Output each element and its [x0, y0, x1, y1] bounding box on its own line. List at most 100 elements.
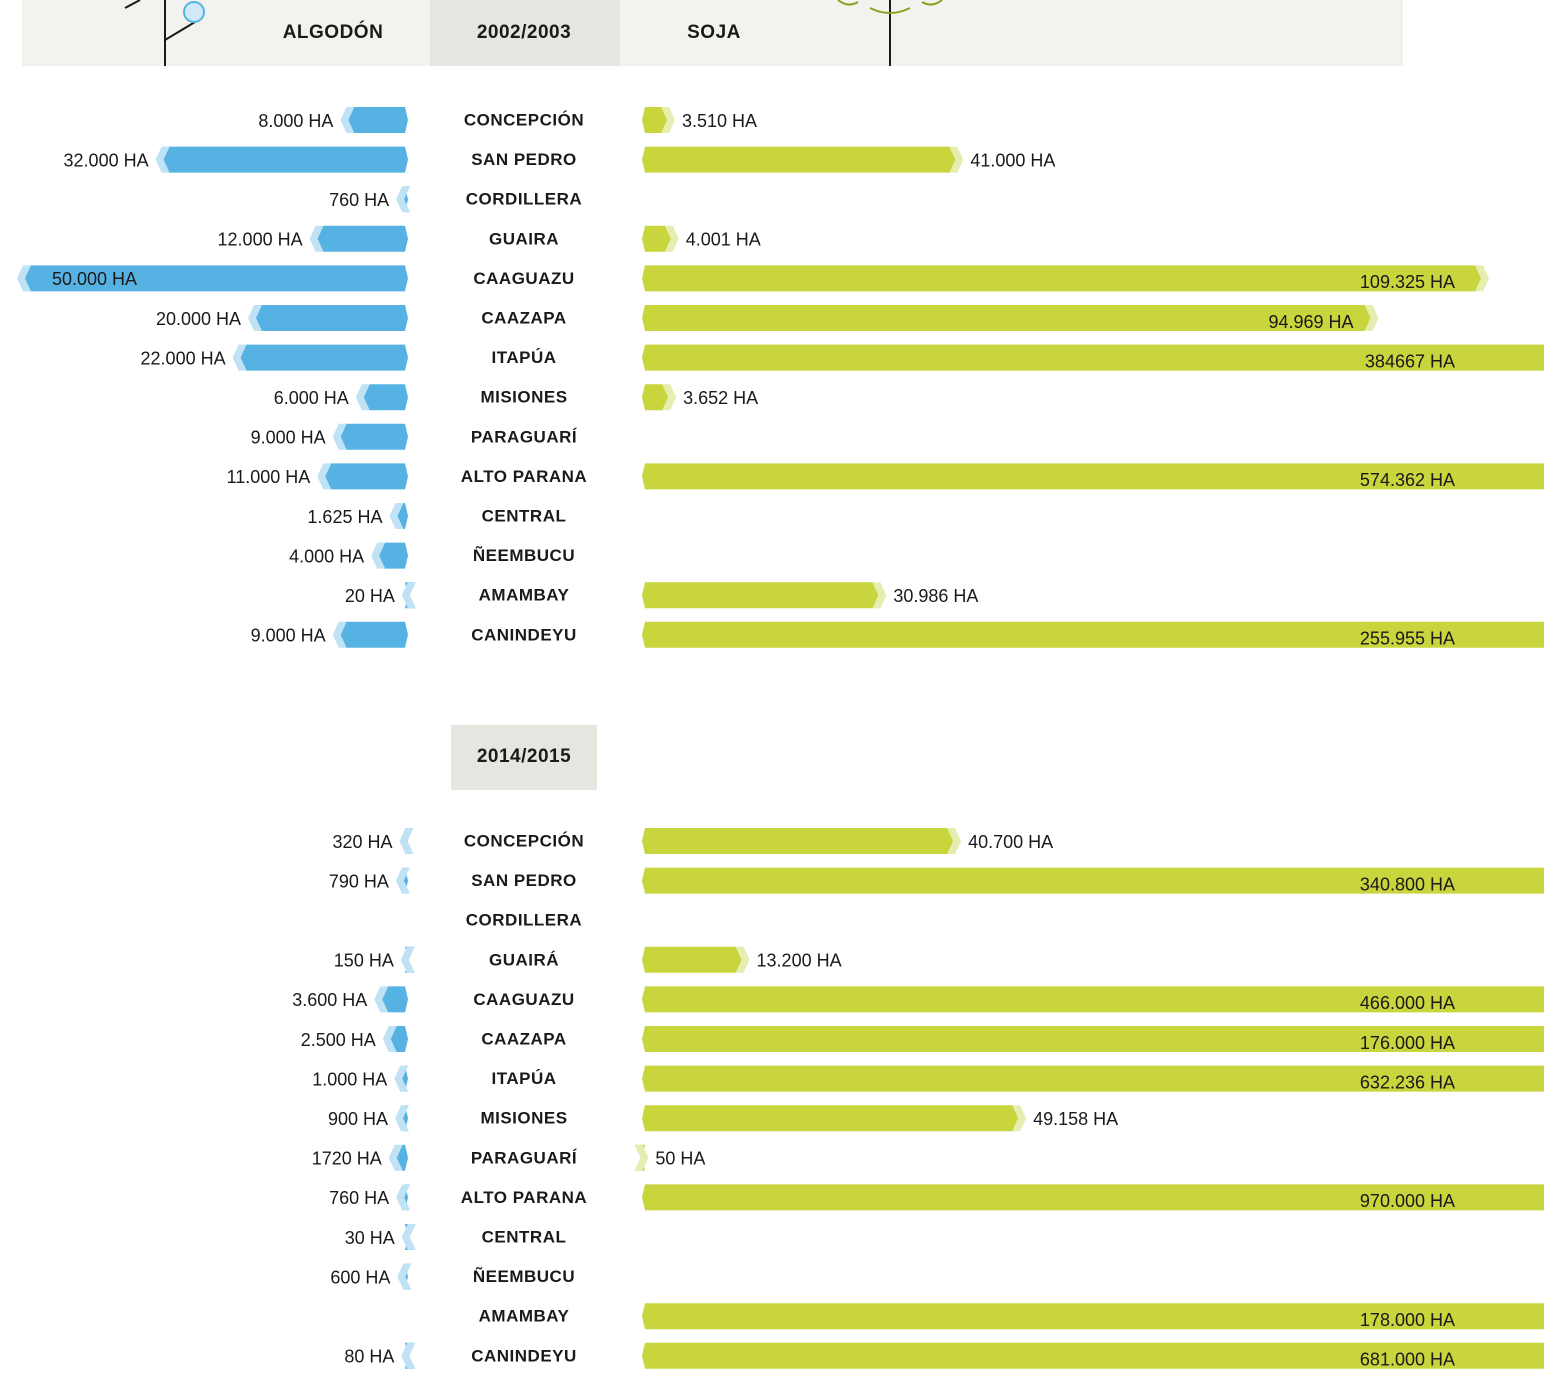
bar — [642, 463, 1544, 490]
bar-tip — [395, 1105, 410, 1132]
value-label: 790 HA — [329, 871, 389, 891]
value-label: 2.500 HA — [301, 1030, 376, 1050]
bar — [404, 1263, 411, 1290]
bar — [642, 986, 1544, 1013]
bar-tip — [735, 946, 750, 973]
value-label: 13.200 HA — [757, 951, 842, 971]
value-label: 20 HA — [345, 586, 395, 606]
bar — [642, 867, 1544, 894]
value-label: 41.000 HA — [970, 150, 1055, 170]
bar-tip — [340, 107, 355, 133]
value-label: 150 HA — [334, 951, 394, 971]
bar-tip — [634, 1144, 649, 1171]
value-label: 340.800 HA — [1360, 874, 1455, 894]
bar-tip — [949, 146, 964, 173]
bar-tip — [396, 186, 411, 213]
bar-tip — [388, 1144, 403, 1171]
bar — [403, 1184, 410, 1211]
category-label: CENTRAL — [482, 506, 567, 525]
bar-tip — [401, 1224, 416, 1250]
bar — [339, 423, 408, 450]
bar — [642, 305, 1372, 331]
bar — [642, 1065, 1544, 1092]
bar — [402, 1105, 409, 1132]
bar — [389, 1026, 408, 1052]
header-band — [22, 0, 1403, 66]
category-label: ITAPÚA — [491, 1069, 556, 1088]
bar-tip — [662, 384, 677, 411]
value-label: 20.000 HA — [156, 309, 241, 329]
bar — [324, 463, 408, 490]
bar — [255, 305, 408, 331]
cotton-icon — [124, 0, 205, 66]
category-label: MISIONES — [480, 1109, 567, 1128]
bar-tip — [1474, 265, 1489, 292]
bar — [339, 621, 408, 648]
bar-tip — [332, 621, 347, 648]
category-label: CAAGUAZU — [473, 269, 574, 288]
value-label: 6.000 HA — [274, 388, 349, 408]
category-label: CORDILLERA — [466, 190, 582, 209]
bar-tip — [400, 946, 415, 973]
category-label: AMAMBAY — [479, 1307, 570, 1326]
bar — [347, 107, 408, 133]
soy-icon — [837, 0, 943, 66]
category-label: ITAPÚA — [491, 348, 556, 367]
value-label: 760 HA — [329, 190, 389, 210]
value-label: 466.000 HA — [1360, 993, 1455, 1013]
category-label: CAAGUAZU — [473, 990, 574, 1009]
bar — [396, 503, 408, 529]
value-label: 9.000 HA — [251, 428, 326, 448]
bar — [642, 225, 672, 252]
bar — [642, 146, 957, 173]
category-label: SAN PEDRO — [471, 150, 577, 169]
category-label: CAAZAPA — [481, 1029, 566, 1048]
category-label: CANINDEYU — [471, 625, 577, 644]
value-label: 49.158 HA — [1033, 1109, 1118, 1129]
bar-tip — [661, 107, 675, 133]
bar — [642, 621, 1544, 648]
bar — [642, 582, 880, 609]
category-label: CORDILLERA — [466, 911, 582, 930]
value-label: 12.000 HA — [218, 230, 303, 250]
bar — [362, 384, 408, 411]
value-label: 760 HA — [329, 1188, 389, 1208]
bar-tip — [1364, 305, 1379, 331]
series-name: SOJA — [687, 22, 741, 43]
period-title: 2002/2003 — [477, 22, 571, 43]
value-label: 32.000 HA — [64, 150, 149, 170]
bar — [642, 1026, 1544, 1052]
value-label: 30.986 HA — [893, 586, 978, 606]
value-label: 109.325 HA — [1360, 272, 1455, 292]
bar-tip — [399, 828, 414, 854]
value-label: 1720 HA — [312, 1149, 382, 1169]
category-label: PARAGUARÍ — [471, 1148, 578, 1167]
bar-tip — [317, 463, 332, 490]
value-label: 3.510 HA — [682, 111, 757, 131]
period-box — [430, 0, 620, 66]
bar-tip — [232, 344, 247, 371]
bar — [162, 146, 408, 173]
value-label: 681.000 HA — [1360, 1350, 1455, 1370]
bar — [642, 265, 1482, 292]
value-label: 4.000 HA — [289, 546, 364, 566]
category-label: AMAMBAY — [479, 586, 570, 605]
bar — [642, 344, 1544, 371]
bar — [381, 986, 408, 1013]
bar-tip — [1012, 1105, 1027, 1132]
category-label: CONCEPCIÓN — [464, 110, 584, 129]
series-name: ALGODÓN — [283, 21, 384, 43]
bar-tip — [664, 225, 679, 252]
bar-tip — [394, 1065, 409, 1092]
category-label: CONCEPCIÓN — [464, 831, 584, 850]
bar — [642, 828, 955, 854]
category-label: ALTO PARANA — [461, 467, 587, 486]
bar-tip — [332, 423, 347, 450]
category-label: CAAZAPA — [481, 308, 566, 327]
bar — [642, 1184, 1544, 1211]
bar-tip — [401, 1342, 416, 1369]
bar-tip — [155, 146, 170, 173]
period-title: 2014/2015 — [477, 746, 571, 767]
category-label: ALTO PARANA — [461, 1188, 587, 1207]
